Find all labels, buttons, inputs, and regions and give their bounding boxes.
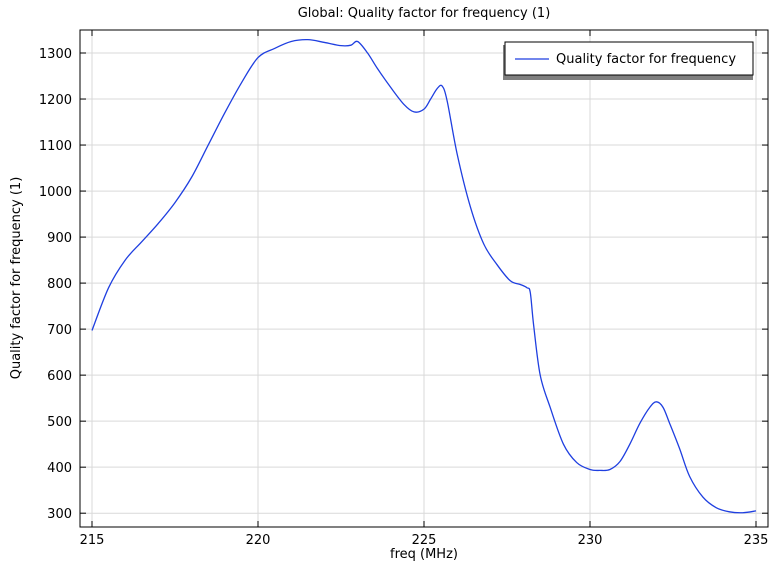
legend: Quality factor for frequency (503, 41, 754, 80)
x-tick-labels: 215 220 225 230 235 (80, 533, 769, 548)
y-tick-label: 900 (47, 231, 72, 246)
x-tick-label: 215 (80, 533, 105, 548)
y-axis-label: Quality factor for frequency (1) (9, 177, 24, 380)
y-tick-label: 1000 (39, 185, 72, 200)
legend-label: Quality factor for frequency (556, 52, 736, 67)
y-tick-label: 1200 (39, 93, 72, 108)
y-tick-label: 1100 (39, 139, 72, 154)
axis-ticks (80, 30, 768, 527)
x-tick-label: 230 (578, 533, 603, 548)
grid-lines (80, 30, 768, 527)
y-tick-label: 500 (47, 415, 72, 430)
y-tick-label: 1300 (39, 47, 72, 62)
y-tick-label: 300 (47, 507, 72, 522)
y-tick-label: 700 (47, 323, 72, 338)
y-tick-label: 600 (47, 369, 72, 384)
x-tick-label: 220 (246, 533, 271, 548)
x-axis-label: freq (MHz) (390, 547, 458, 562)
series-line (91, 38, 757, 514)
y-tick-label: 800 (47, 277, 72, 292)
y-tick-label: 400 (47, 461, 72, 476)
chart-title: Global: Quality factor for frequency (1) (298, 6, 551, 21)
y-tick-labels: 300 400 500 600 700 800 900 1000 1100 1200 1300 (39, 47, 72, 522)
x-tick-label: 225 (412, 533, 437, 548)
x-tick-label: 235 (744, 533, 769, 548)
